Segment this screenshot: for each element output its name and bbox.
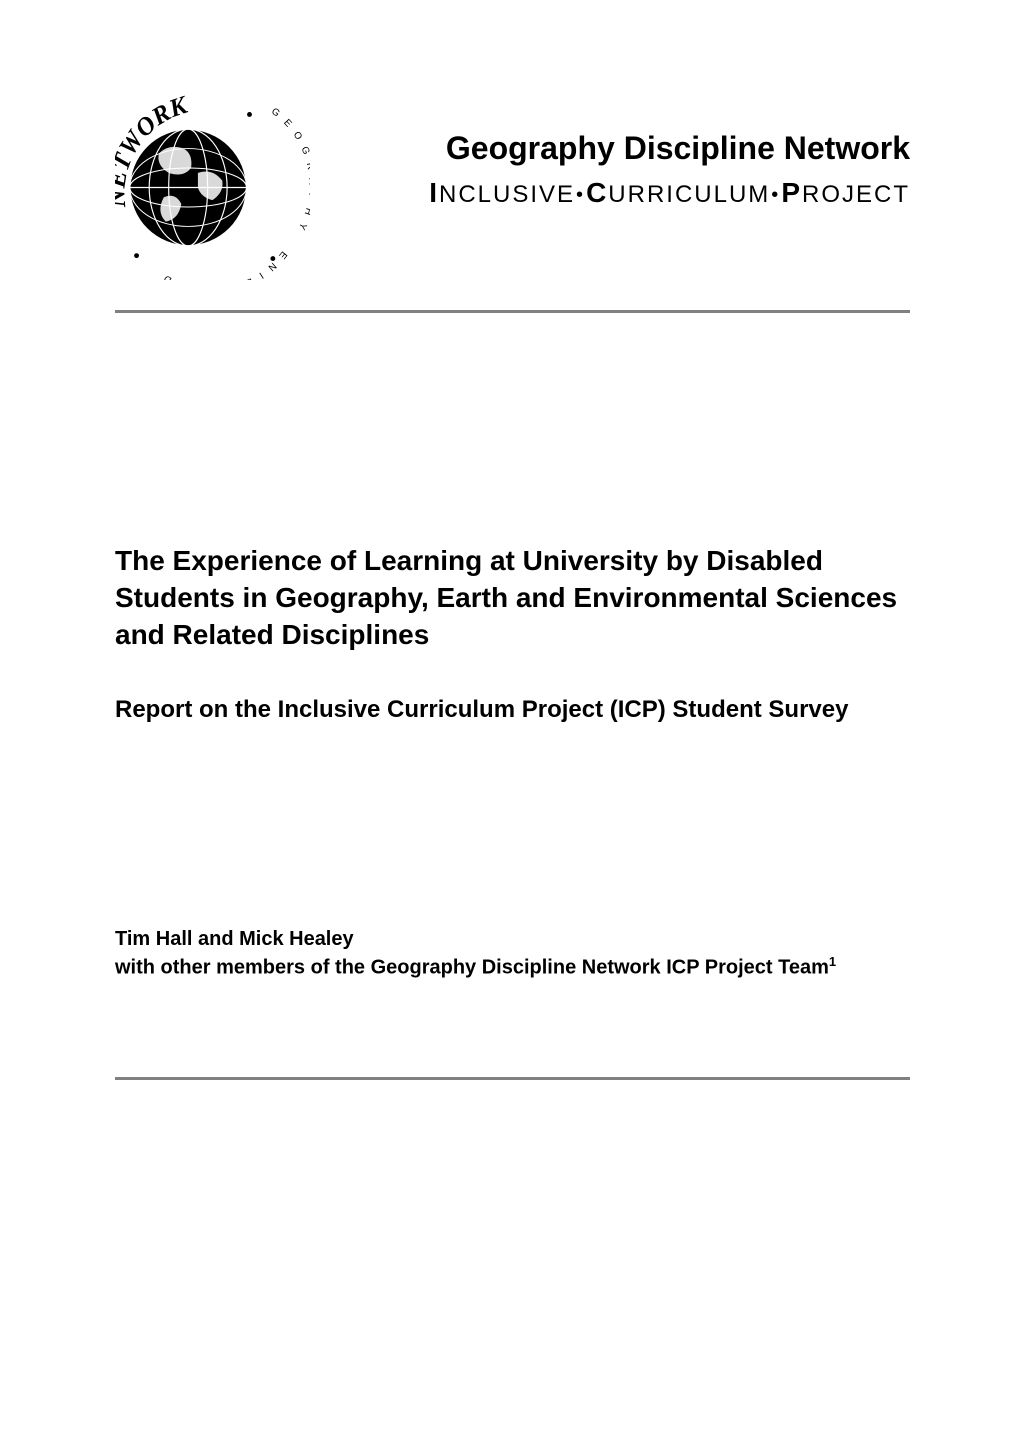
subtitle-word-2: URRICULUM	[608, 181, 770, 208]
svg-text:G E O G R A P H Y: G E O G R A P H Y	[269, 106, 310, 234]
horizontal-divider	[115, 1077, 910, 1080]
separator-dot-icon: •	[576, 184, 585, 206]
header-titles: Geography Discipline Network INCLUSIVE•C…	[340, 95, 910, 209]
subtitle-word-3: ROJECT	[802, 181, 910, 208]
separator-dot-icon: •	[771, 184, 780, 206]
footnote-marker: 1	[829, 954, 836, 969]
network-logo: NETWORK G E O G R A P H Y E N I L P I C …	[115, 95, 310, 280]
header-row: NETWORK G E O G R A P H Y E N I L P I C …	[115, 95, 910, 280]
subtitle-word-1: NCLUSIVE	[439, 181, 575, 208]
authors-line-1: Tim Hall and Mick Healey	[115, 926, 910, 953]
body-content: The Experience of Learning at University…	[115, 543, 910, 982]
project-subtitle: INCLUSIVE•CURRICULUM•PROJECT	[340, 177, 910, 209]
subtitle-initial-c: C	[586, 177, 608, 208]
authors-line-2-text: with other members of the Geography Disc…	[115, 957, 829, 979]
document-subheading: Report on the Inclusive Curriculum Proje…	[115, 694, 910, 726]
globe-logo-icon: NETWORK G E O G R A P H Y E N I L P I C …	[115, 95, 310, 280]
horizontal-divider	[115, 310, 910, 313]
organization-title: Geography Discipline Network	[340, 130, 910, 167]
authors-block: Tim Hall and Mick Healey with other memb…	[115, 926, 910, 982]
document-page: NETWORK G E O G R A P H Y E N I L P I C …	[0, 0, 1020, 1175]
document-heading: The Experience of Learning at University…	[115, 543, 910, 654]
svg-text:E N I L P I C S I D: E N I L P I C S I D	[160, 249, 289, 280]
subtitle-initial-p: P	[781, 177, 802, 208]
subtitle-initial-i: I	[429, 177, 439, 208]
authors-line-2: with other members of the Geography Disc…	[115, 953, 910, 982]
